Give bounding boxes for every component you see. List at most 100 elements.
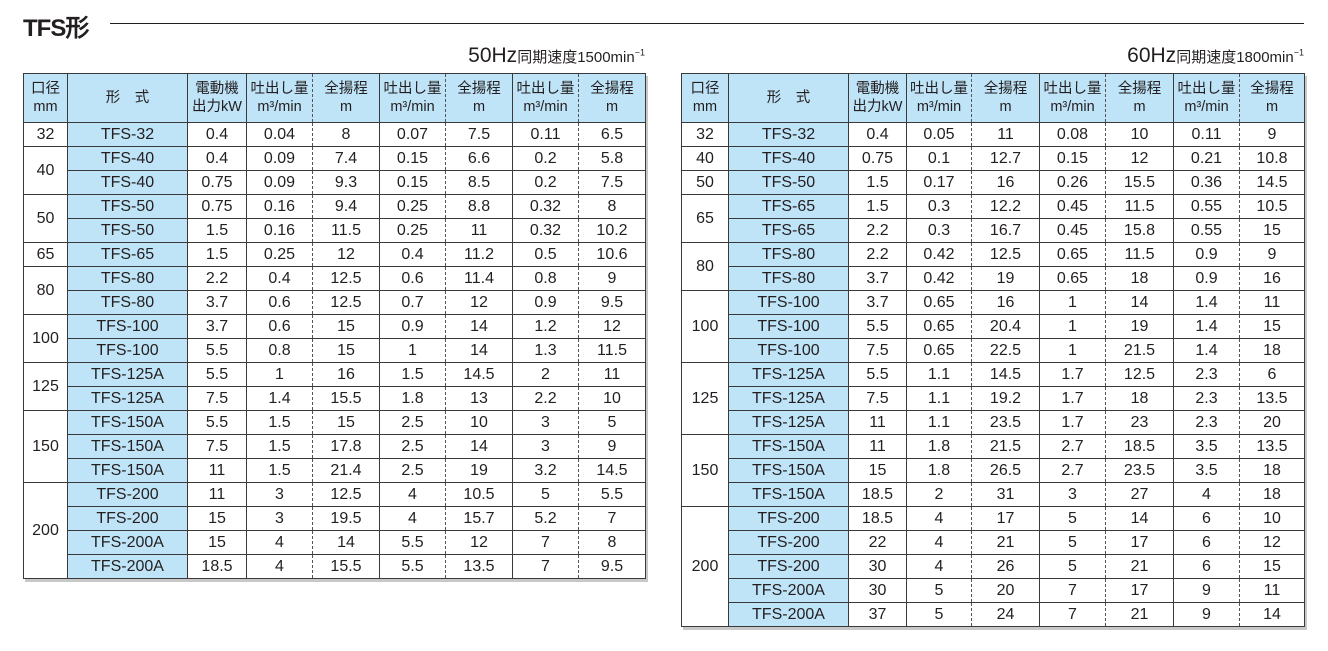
cell-flow-1: 4 — [906, 554, 972, 579]
header-head: 全揚程 m — [971, 73, 1040, 123]
cell-bore: 32 — [681, 122, 729, 147]
cell-power-kw: 3.7 — [187, 314, 247, 339]
cell-flow-3: 2.3 — [1173, 386, 1240, 411]
unit-exponent: −1 — [1293, 47, 1304, 58]
cell-head-1: 22.5 — [971, 338, 1040, 363]
cell-flow-2: 5.5 — [379, 554, 446, 579]
cell-flow-2: 5 — [1039, 530, 1106, 555]
table-row: TFS-80 3.7 0.6 12.5 0.7 12 0.9 9.5 — [24, 290, 646, 315]
header-line-2: m — [339, 99, 353, 115]
cell-head-2: 12 — [445, 530, 513, 555]
cell-model: TFS-65 — [728, 218, 849, 243]
cell-head-2: 14 — [1105, 506, 1174, 531]
cell-flow-3: 0.55 — [1173, 218, 1240, 243]
cell-flow-3: 0.2 — [512, 170, 579, 195]
cell-flow-1: 1.8 — [906, 434, 972, 459]
table-row: 50 TFS-50 1.5 0.17 16 0.26 15.5 0.36 14.5 — [681, 170, 1305, 195]
cell-flow-2: 0.25 — [379, 194, 446, 219]
cell-head-2: 11.2 — [445, 242, 513, 267]
cell-head-3: 9 — [1239, 242, 1305, 267]
cell-head-3: 5.5 — [578, 482, 646, 507]
header-line-2: m³/min — [1184, 99, 1229, 115]
cell-head-3: 8 — [578, 194, 646, 219]
cell-head-3: 6 — [1239, 362, 1305, 387]
cell-flow-1: 0.6 — [246, 314, 313, 339]
header-line-1: 吐出し量 — [383, 81, 442, 97]
cell-power-kw: 5.5 — [848, 362, 907, 387]
cell-bore: 50 — [681, 170, 729, 195]
table-row: 125 TFS-125A 5.5 1.1 14.5 1.7 12.5 2.3 6 — [681, 362, 1305, 435]
cell-flow-1: 5 — [906, 578, 972, 603]
cell-head-2: 7.5 — [445, 122, 513, 147]
table-row: TFS-65 2.2 0.3 16.7 0.45 15.8 0.55 15 — [682, 218, 1305, 243]
cell-head-1: 21.5 — [971, 434, 1040, 459]
cell-model: TFS-200 — [728, 554, 849, 579]
header-head: 全揚程 m — [578, 73, 646, 123]
table-row: TFS-125A 11 1.1 23.5 1.7 23 2.3 20 — [682, 410, 1305, 435]
cell-flow-2: 1.8 — [379, 386, 446, 411]
cell-flow-2: 1 — [1039, 314, 1106, 339]
cell-head-2: 10 — [1105, 122, 1174, 147]
cell-head-1: 19.5 — [312, 506, 380, 531]
cell-head-3: 14 — [1239, 602, 1305, 627]
cell-head-3: 9.5 — [578, 290, 646, 315]
cell-model: TFS-125A — [728, 386, 849, 411]
cell-flow-2: 7 — [1039, 602, 1106, 627]
cell-power-kw: 0.75 — [848, 146, 907, 171]
table-row: 32 TFS-32 0.4 0.04 8 0.07 7.5 0.11 6.5 — [23, 122, 646, 147]
cell-head-2: 11 — [445, 218, 513, 243]
cell-flow-2: 1 — [379, 338, 446, 363]
cell-head-1: 15 — [312, 314, 380, 339]
cell-head-2: 14 — [445, 314, 513, 339]
cell-flow-1: 5 — [906, 602, 972, 627]
cell-head-3: 15 — [1239, 554, 1305, 579]
table-row: TFS-200A 15 4 14 5.5 12 7 8 — [24, 530, 646, 555]
cell-head-3: 10.6 — [578, 242, 646, 267]
cell-head-1: 11 — [971, 122, 1040, 147]
header-line-1: 全揚程 — [1250, 81, 1294, 97]
cell-head-2: 10.5 — [445, 482, 513, 507]
cell-head-1: 12.7 — [971, 146, 1040, 171]
cell-flow-3: 2.3 — [1173, 362, 1240, 387]
table-row: 50 TFS-50 0.75 0.16 9.4 0.25 8.8 0.32 8 — [23, 194, 646, 243]
cell-model: TFS-80 — [67, 266, 188, 291]
table-row: TFS-40 0.75 0.09 9.3 0.15 8.5 0.2 7.5 — [24, 170, 646, 195]
cell-model: TFS-32 — [67, 122, 188, 147]
cell-model: TFS-50 — [67, 218, 188, 243]
cell-model: TFS-150A — [67, 410, 188, 435]
cell-flow-1: 0.4 — [246, 266, 313, 291]
table-row: 200 TFS-200 11 3 12.5 4 10.5 5 5.5 — [23, 482, 646, 579]
spec-table-50hz: 口径 mm 形 式電動機 出力kW 吐出し量 m³/min 全揚程 m 吐出し量 m³/min 全揚… — [23, 73, 646, 579]
cell-flow-2: 0.15 — [379, 146, 446, 171]
cell-head-2: 21 — [1105, 554, 1174, 579]
header-line-2: mm — [692, 99, 718, 115]
cell-head-2: 15.8 — [1105, 218, 1174, 243]
table-row: TFS-100 5.5 0.8 15 1 14 1.3 11.5 — [24, 338, 646, 363]
cell-flow-3: 3.2 — [512, 458, 579, 483]
header-head: 全揚程 m — [1239, 73, 1305, 123]
cell-head-2: 12 — [445, 290, 513, 315]
cell-power-kw: 5.5 — [187, 362, 247, 387]
header-line-1: 全揚程 — [324, 81, 368, 97]
cell-flow-2: 3 — [1039, 482, 1106, 507]
cell-head-3: 12 — [578, 314, 646, 339]
cell-head-2: 19 — [1105, 314, 1174, 339]
table-row: TFS-100 5.5 0.65 20.4 1 19 1.4 15 — [682, 314, 1305, 339]
cell-model: TFS-80 — [728, 242, 849, 267]
cell-flow-1: 0.42 — [906, 242, 972, 267]
header-head: 全揚程 m — [312, 73, 380, 123]
header-line-2: mm — [33, 99, 58, 115]
header-line-1: 電動機 — [855, 81, 900, 97]
table-row: TFS-200 22 4 21 5 17 6 12 — [682, 530, 1305, 555]
table-row: 32 TFS-32 0.4 0.05 11 0.08 10 0.11 9 — [681, 122, 1305, 147]
header-line-2: 出力kW — [192, 99, 242, 115]
header-flow: 吐出し量 m³/min — [246, 73, 313, 123]
table-row: TFS-80 3.7 0.42 19 0.65 18 0.9 16 — [682, 266, 1305, 291]
cell-head-2: 12 — [1105, 146, 1174, 171]
cell-head-2: 23.5 — [1105, 458, 1174, 483]
cell-head-1: 16 — [971, 170, 1040, 195]
cell-head-3: 18 — [1239, 482, 1305, 507]
cell-head-3: 7.5 — [578, 170, 646, 195]
cell-head-3: 10 — [1239, 506, 1305, 531]
cell-head-2: 15.7 — [445, 506, 513, 531]
